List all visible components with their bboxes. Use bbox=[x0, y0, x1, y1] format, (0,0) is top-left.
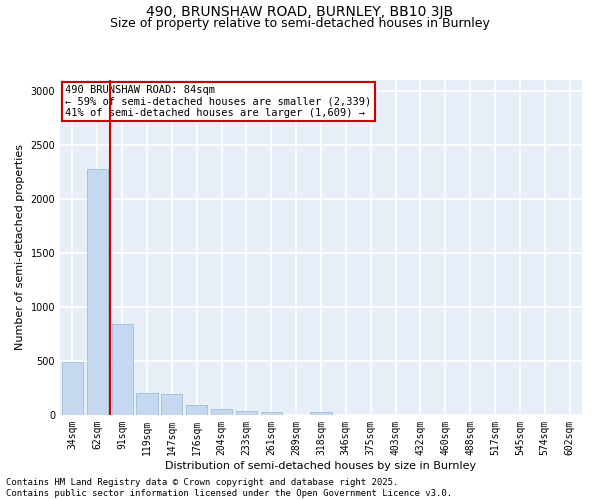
X-axis label: Distribution of semi-detached houses by size in Burnley: Distribution of semi-detached houses by … bbox=[166, 460, 476, 470]
Text: Contains HM Land Registry data © Crown copyright and database right 2025.
Contai: Contains HM Land Registry data © Crown c… bbox=[6, 478, 452, 498]
Text: 490 BRUNSHAW ROAD: 84sqm
← 59% of semi-detached houses are smaller (2,339)
41% o: 490 BRUNSHAW ROAD: 84sqm ← 59% of semi-d… bbox=[65, 85, 371, 118]
Bar bbox=[62, 362, 83, 415]
Bar bbox=[310, 412, 332, 415]
Bar bbox=[186, 404, 207, 415]
Bar bbox=[87, 168, 108, 415]
Bar bbox=[136, 393, 158, 415]
Y-axis label: Number of semi-detached properties: Number of semi-detached properties bbox=[15, 144, 25, 350]
Bar bbox=[261, 412, 282, 415]
Bar bbox=[211, 408, 232, 415]
Bar bbox=[236, 411, 257, 415]
Text: 490, BRUNSHAW ROAD, BURNLEY, BB10 3JB: 490, BRUNSHAW ROAD, BURNLEY, BB10 3JB bbox=[146, 5, 454, 19]
Text: Size of property relative to semi-detached houses in Burnley: Size of property relative to semi-detach… bbox=[110, 18, 490, 30]
Bar bbox=[161, 394, 182, 415]
Bar bbox=[112, 324, 133, 415]
